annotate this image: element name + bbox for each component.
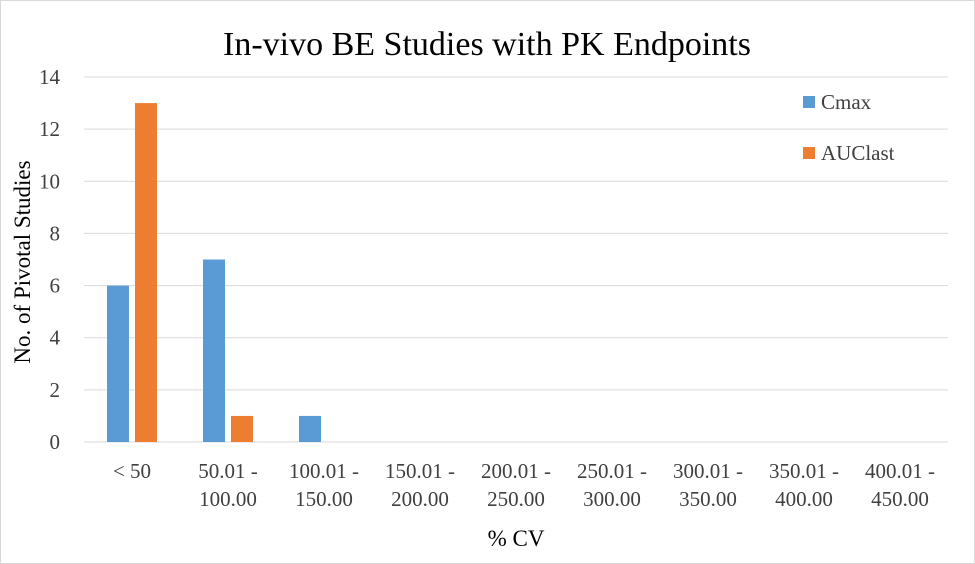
y-axis-ticks: 0 2 4 6 8 10 12 14 <box>39 65 61 454</box>
bar-cmax <box>107 285 129 442</box>
bar-cmax <box>203 259 225 442</box>
y-tick-label: 14 <box>39 65 61 89</box>
x-tick-label: 150.01 - <box>385 459 455 483</box>
bar-auclast <box>231 415 253 442</box>
x-tick-label: 200.00 <box>391 487 449 511</box>
x-tick-label: 200.01 - <box>481 459 551 483</box>
x-tick-label: 150.00 <box>295 487 353 511</box>
y-tick-label: 2 <box>50 378 61 402</box>
x-tick-label: 300.00 <box>583 487 641 511</box>
x-tick-label: 50.01 - <box>198 459 258 483</box>
legend-swatch-auclast <box>803 147 815 159</box>
x-tick-label: 100.01 - <box>289 459 359 483</box>
x-axis-ticks: < 50 50.01 - 100.00 100.01 - 150.00 150.01 - 2… <box>113 459 935 511</box>
y-tick-label: 8 <box>50 221 61 245</box>
x-tick-label: 350.00 <box>679 487 737 511</box>
y-tick-label: 6 <box>50 274 61 298</box>
x-tick-label: 450.00 <box>871 487 929 511</box>
bars <box>107 103 321 443</box>
x-tick-label: 250.01 - <box>577 459 647 483</box>
x-tick-label: < 50 <box>113 459 151 483</box>
y-tick-label: 0 <box>50 430 61 454</box>
y-tick-label: 4 <box>50 326 61 350</box>
x-tick-label: 350.01 - <box>769 459 839 483</box>
gridlines <box>84 76 948 443</box>
x-tick-label: 100.00 <box>199 487 257 511</box>
y-tick-label: 12 <box>39 117 60 141</box>
legend-swatch-cmax <box>803 96 815 108</box>
y-axis-title: No. of Pivotal Studies <box>10 160 35 363</box>
chart-title: In-vivo BE Studies with PK Endpoints <box>223 26 751 63</box>
x-tick-label: 400.01 - <box>865 459 935 483</box>
legend-label-cmax: Cmax <box>821 90 872 114</box>
x-tick-label: 300.01 - <box>673 459 743 483</box>
bar-cmax <box>299 415 321 442</box>
x-axis-title: % CV <box>488 526 545 551</box>
x-tick-label: 400.00 <box>775 487 833 511</box>
y-tick-label: 10 <box>39 169 60 193</box>
legend: Cmax AUClast <box>803 90 895 165</box>
legend-label-auclast: AUClast <box>821 141 895 165</box>
x-tick-label: 250.00 <box>487 487 545 511</box>
bar-auclast <box>135 103 157 443</box>
